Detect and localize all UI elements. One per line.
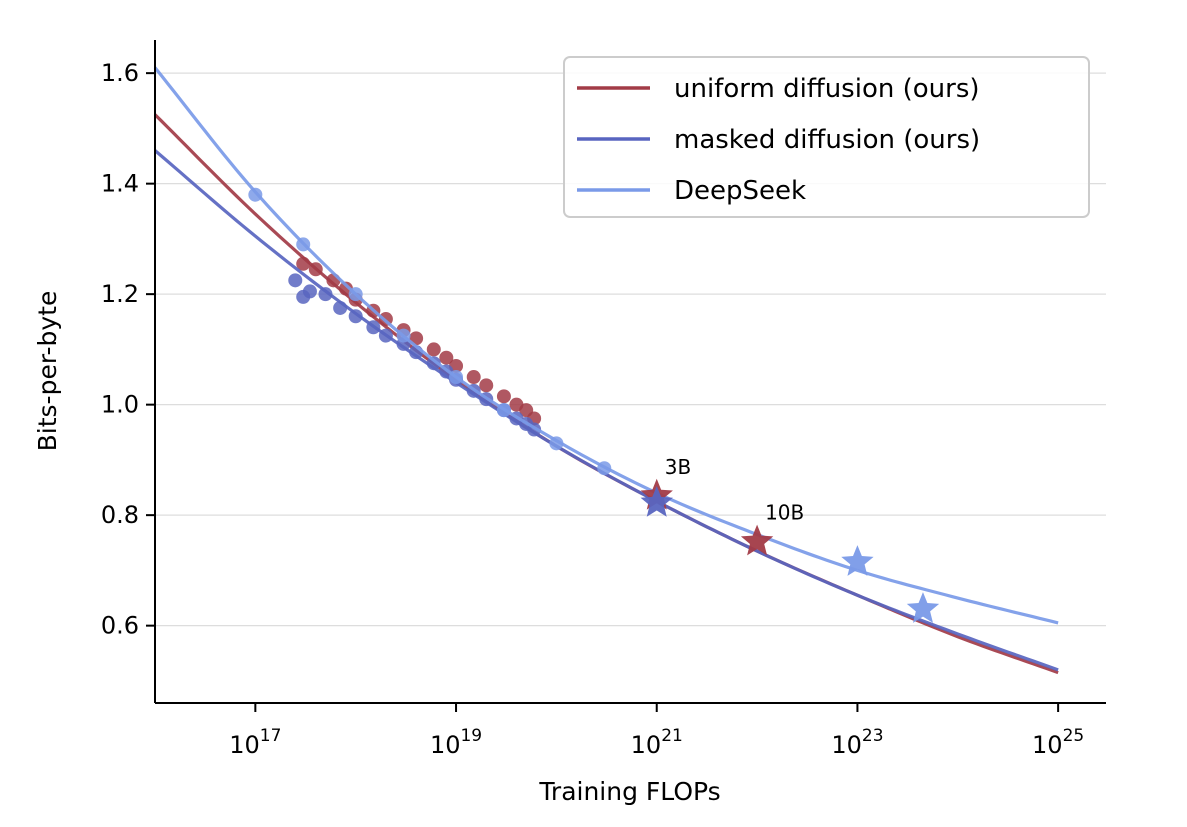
data-point (496, 389, 511, 404)
x-tick-base: 10 (229, 731, 260, 759)
x-axis-label: Training FLOPs (538, 777, 720, 806)
data-point (396, 328, 411, 343)
x-tick-base: 10 (831, 731, 862, 759)
axes (154, 40, 1106, 704)
star-marker (640, 486, 673, 517)
data-point (333, 300, 348, 315)
x-tick-label: 1019 (430, 726, 482, 759)
x-tick-label: 1023 (831, 726, 883, 759)
data-point (302, 284, 317, 299)
data-point (308, 262, 323, 277)
x-tick-base: 10 (430, 731, 461, 759)
y-tick-label: 1.4 (101, 170, 139, 198)
data-point (426, 342, 441, 357)
data-point (426, 356, 441, 371)
x-tick-base: 10 (1032, 731, 1063, 759)
data-point (348, 309, 363, 324)
y-tick-label: 0.8 (101, 501, 139, 529)
data-point (248, 187, 263, 202)
data-point (288, 273, 303, 288)
y-tick-label: 1.0 (101, 391, 139, 419)
legend-label: masked diffusion (ours) (674, 125, 980, 155)
y-tick-label: 1.6 (101, 59, 139, 87)
data-point (296, 237, 311, 252)
x-tick-exponent: 25 (1063, 726, 1085, 746)
x-tick-base: 10 (631, 731, 662, 759)
model-size-label: 10B (765, 501, 804, 525)
star-marker (841, 545, 874, 576)
x-tick-exponent: 21 (661, 726, 683, 746)
series-deepseek (153, 66, 1059, 625)
star-marker (740, 524, 774, 556)
data-point (549, 436, 564, 451)
x-tick-label: 1025 (1032, 726, 1084, 759)
data-point (479, 378, 494, 393)
data-point (326, 273, 341, 288)
legend: uniform diffusion (ours) masked diffusion… (563, 56, 1090, 218)
data-point (466, 370, 481, 385)
y-tick-label: 1.2 (101, 280, 139, 308)
data-point (496, 403, 511, 418)
data-point (597, 461, 612, 476)
x-tick-exponent: 19 (460, 726, 482, 746)
y-axis-label: Bits-per-byte (33, 291, 62, 452)
data-point (366, 320, 381, 335)
data-point (439, 350, 454, 365)
star-marker (906, 592, 940, 623)
data-point (296, 256, 311, 271)
legend-frame (563, 56, 1090, 218)
data-point (318, 287, 333, 302)
model-size-label: 3B (665, 455, 691, 479)
data-point (348, 287, 363, 302)
series-layer: 3B 10B (153, 66, 1059, 675)
x-tick-label: 1021 (631, 726, 683, 759)
legend-label: uniform diffusion (ours) (674, 74, 980, 104)
data-point (449, 370, 464, 385)
x-tick-label: 1017 (229, 726, 281, 759)
x-tick-exponent: 23 (862, 726, 884, 746)
data-point (378, 328, 393, 343)
legend-label: DeepSeek (674, 176, 806, 206)
x-tick-exponent: 17 (260, 726, 282, 746)
y-tick-label: 0.6 (101, 612, 139, 640)
